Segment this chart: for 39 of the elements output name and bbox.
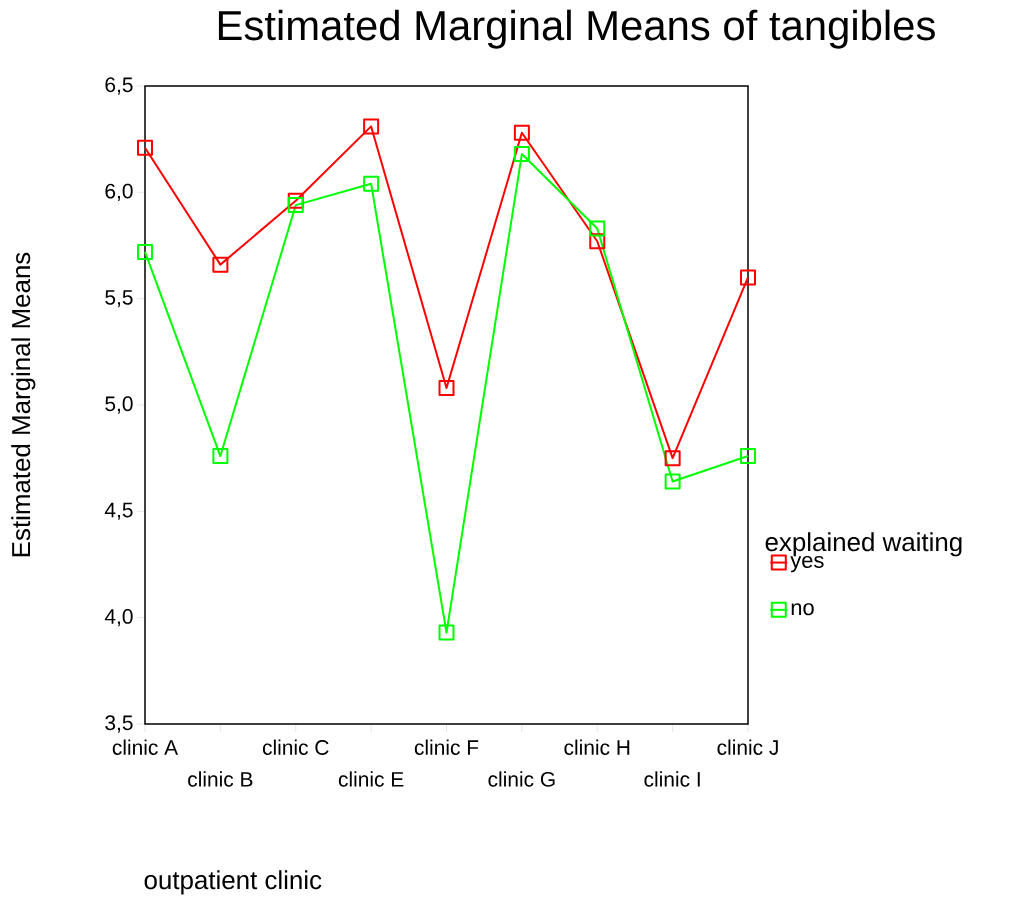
point	[212, 448, 229, 465]
x-axis-title: outpatient clinic	[144, 870, 322, 895]
x-tick-label: clinic E	[338, 771, 404, 787]
y-tick-label: 4,5	[104, 502, 133, 520]
legend-label: no	[791, 603, 814, 616]
point	[137, 139, 153, 156]
point	[589, 233, 606, 250]
x-tick-label: clinic F	[414, 739, 479, 755]
point	[740, 448, 757, 465]
chart-title: Estimated Marginal Means of tangibles	[218, 9, 935, 49]
point	[438, 379, 455, 396]
point	[664, 473, 681, 490]
legend-label: yes	[790, 555, 824, 573]
y-tick-label: 4,0	[104, 609, 133, 627]
y-tick-label: 6,5	[105, 77, 133, 95]
x-tick-label: clinic B	[188, 771, 253, 787]
x-tick-label: clinic C	[262, 739, 329, 755]
point	[363, 175, 380, 192]
x-tick-label: clinic A	[112, 739, 179, 755]
y-tick-label: 6,0	[105, 183, 133, 201]
point	[740, 269, 757, 286]
point	[438, 624, 455, 641]
y-tick-label: 5,5	[105, 290, 133, 308]
y-tick-label: 3,5	[105, 715, 133, 733]
point	[137, 243, 153, 260]
x-tick-label: clinic H	[564, 739, 630, 755]
point	[513, 146, 530, 163]
point	[212, 256, 229, 273]
x-tick-label: clinic I	[644, 771, 700, 787]
legend-title: explained waiting	[765, 532, 962, 557]
point	[589, 220, 606, 237]
x-tick-label: clinic J	[717, 739, 778, 755]
y-axis-title: Estimated Marginal Means	[11, 252, 36, 557]
y-tick-label: 5,0	[105, 396, 133, 414]
point	[287, 197, 304, 214]
point	[363, 118, 380, 135]
x-tick-label: clinic G	[488, 771, 555, 787]
point	[664, 450, 681, 467]
point	[513, 124, 530, 141]
